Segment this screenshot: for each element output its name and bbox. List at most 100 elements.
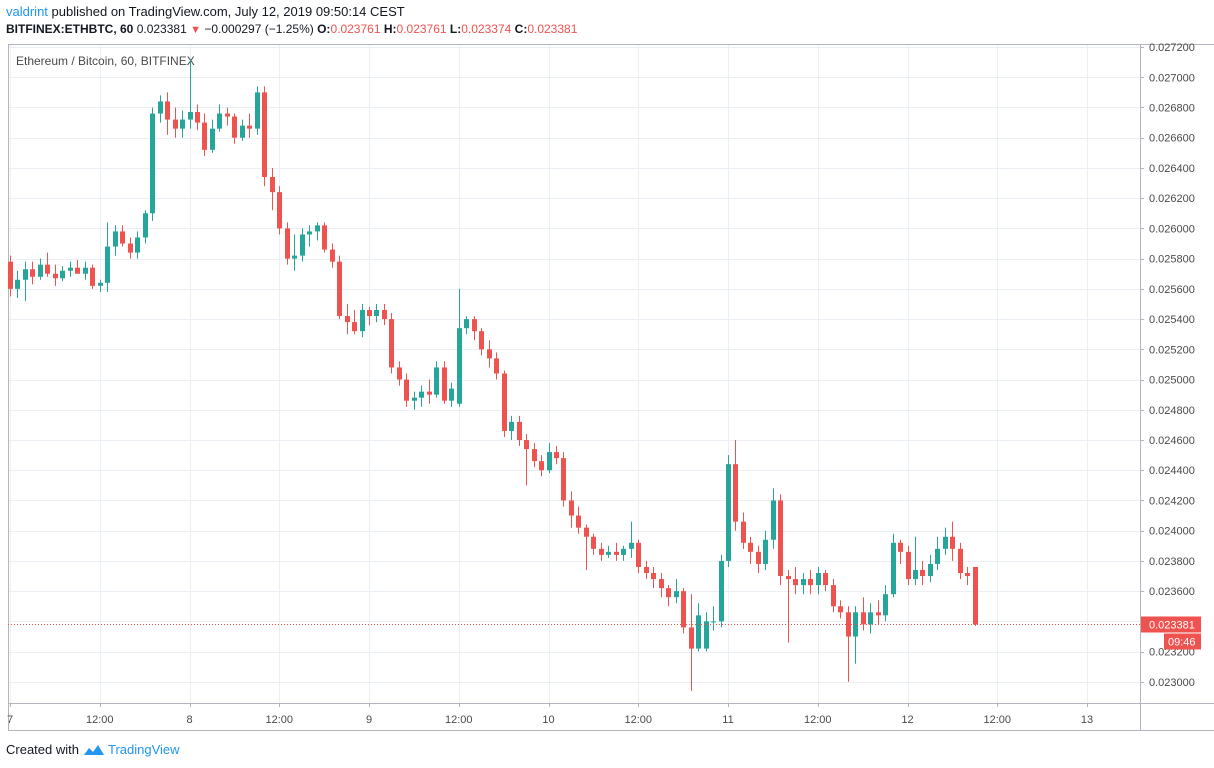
- candle-body: [217, 113, 222, 129]
- candle-body: [614, 551, 619, 555]
- candle-body: [906, 551, 911, 580]
- symbol-info: BITFINEX:ETHBTC, 60 0.023381 ▼ −0.000297…: [6, 22, 577, 36]
- y-tick-label: 0.025000: [1149, 375, 1195, 387]
- candle-body: [636, 542, 641, 567]
- created-with-label: Created with: [6, 742, 79, 757]
- candle-body: [958, 548, 963, 574]
- candle-body: [494, 358, 499, 374]
- candle-body: [322, 225, 327, 250]
- candle-body: [532, 449, 537, 462]
- candle-body: [188, 112, 193, 120]
- x-tick-label: 12:00: [86, 714, 114, 726]
- x-tick-label: 12:00: [804, 714, 832, 726]
- candle-body: [748, 542, 753, 552]
- candle-body: [524, 440, 529, 450]
- candle-body: [950, 536, 955, 549]
- down-arrow-icon: ▼: [190, 24, 201, 36]
- candle-body: [397, 367, 402, 380]
- candle-body: [75, 267, 80, 274]
- candle-body: [262, 92, 267, 178]
- candle-body: [412, 397, 417, 401]
- x-tick-label: 8: [186, 714, 192, 726]
- x-tick-label: 7: [7, 714, 13, 726]
- candle-body: [741, 521, 746, 543]
- low-value: 0.023374: [461, 22, 512, 36]
- candle-body: [569, 500, 574, 516]
- y-tick-label: 0.024800: [1149, 405, 1195, 417]
- candle-body: [38, 264, 43, 277]
- candle-body: [292, 255, 297, 259]
- candle-body: [561, 458, 566, 501]
- candle-body: [427, 391, 432, 395]
- candle-body: [876, 612, 881, 616]
- candle-body: [195, 112, 200, 123]
- y-tick-label: 0.023800: [1149, 556, 1195, 568]
- candle-body: [240, 125, 245, 138]
- close-label: C:: [514, 22, 528, 36]
- candle-body: [60, 270, 65, 279]
- y-tick-label: 0.026400: [1149, 163, 1195, 175]
- price-change: −0.000297 (−1.25%): [204, 22, 314, 36]
- candle-body: [479, 331, 484, 350]
- y-tick-label: 0.024400: [1149, 465, 1195, 477]
- x-tick-label: 13: [1081, 714, 1093, 726]
- close-value: 0.023381: [527, 22, 578, 36]
- candle-body: [771, 500, 776, 540]
- candle-body: [315, 225, 320, 232]
- candle-body: [891, 542, 896, 595]
- candle-body: [345, 316, 350, 323]
- candle-body: [173, 119, 178, 129]
- candle-body: [584, 527, 589, 537]
- candle-body: [509, 421, 514, 431]
- candle-body: [651, 573, 656, 580]
- candle-body: [487, 349, 492, 359]
- candle-body: [135, 237, 140, 253]
- candle-body: [898, 542, 903, 552]
- candle-body: [793, 579, 798, 586]
- y-tick-label: 0.026600: [1149, 133, 1195, 145]
- tradingview-link[interactable]: TradingView: [107, 742, 180, 757]
- candle-body: [360, 310, 365, 332]
- candle-body: [90, 267, 95, 286]
- y-tick-label: 0.025200: [1149, 344, 1195, 356]
- candle-body: [696, 615, 701, 649]
- publish-text: published on TradingView.com, July 12, 2…: [51, 4, 405, 19]
- x-tick-label: 10: [542, 714, 554, 726]
- candle-body: [68, 267, 73, 271]
- candle-body: [225, 113, 230, 117]
- candle-body: [8, 261, 13, 289]
- candle-body: [23, 269, 28, 280]
- candle-body: [823, 573, 828, 586]
- candle-body: [53, 273, 58, 279]
- candle-body: [726, 464, 731, 561]
- candle-body: [449, 388, 454, 401]
- candle-body: [210, 128, 215, 150]
- x-tick-label: 12: [901, 714, 913, 726]
- candle-body: [883, 594, 888, 616]
- candle-body: [442, 367, 447, 401]
- candle-body: [943, 536, 948, 549]
- candle-body: [831, 585, 836, 607]
- candle-body: [808, 579, 813, 586]
- candle-body: [472, 319, 477, 332]
- candle-body: [868, 612, 873, 625]
- candle-body: [382, 310, 387, 320]
- candle-body: [778, 500, 783, 577]
- candle-body: [554, 452, 559, 459]
- price-chart[interactable]: 0.0230000.0232000.0234000.0236000.023800…: [0, 0, 1214, 740]
- candle-body: [913, 569, 918, 580]
- x-tick-label: 11: [722, 714, 733, 726]
- x-tick-label: 12:00: [445, 714, 473, 726]
- y-tick-label: 0.025800: [1149, 254, 1195, 266]
- candle-body: [674, 591, 679, 598]
- high-label: H:: [383, 22, 397, 36]
- candle-body: [965, 573, 970, 577]
- y-tick-label: 0.023600: [1149, 586, 1195, 598]
- chart-title: Ethereum / Bitcoin, 60, BITFINEX: [16, 54, 195, 68]
- author-link[interactable]: valdrint: [6, 4, 48, 19]
- candle-body: [113, 231, 118, 247]
- last-price: 0.023381: [136, 22, 187, 36]
- candle-body: [143, 213, 148, 238]
- candle-body: [389, 319, 394, 368]
- candle-body: [165, 101, 170, 120]
